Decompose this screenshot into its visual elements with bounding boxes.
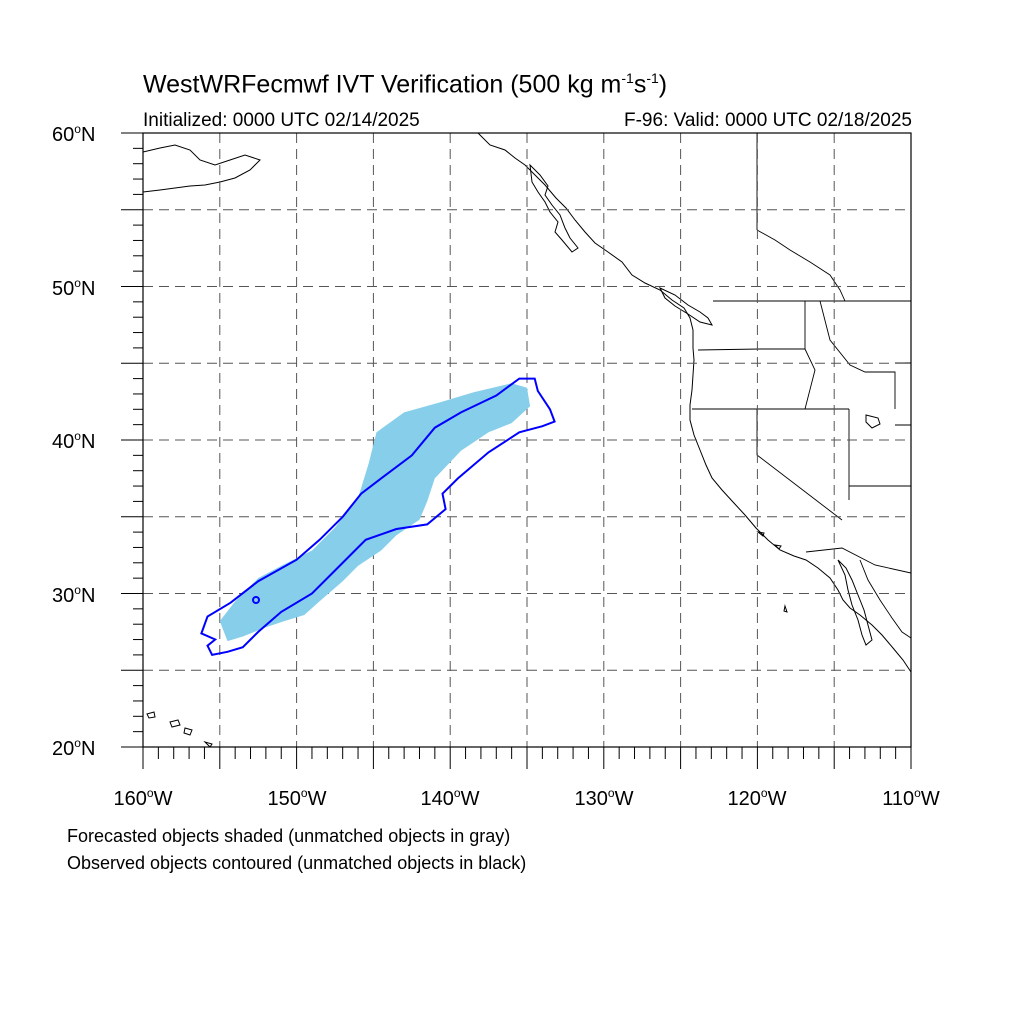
baja-coastline	[837, 559, 873, 646]
lat-label-60: 60oN	[52, 122, 96, 146]
hawaii-islands	[146, 711, 213, 747]
lon-label-130w: 130oW	[574, 786, 634, 810]
lat-label-30: 30oN	[52, 583, 96, 607]
ca-nv-border	[756, 409, 843, 521]
initialized-time: Initialized: 0000 UTC 02/14/2025	[143, 110, 420, 131]
wa-or-border	[697, 301, 806, 351]
valid-time: F-96: Valid: 0000 UTC 02/18/2025	[624, 110, 912, 131]
lat-label-40: 40oN	[52, 429, 96, 453]
mexico-mainland-coast	[859, 559, 911, 639]
lon-label-120w: 120oW	[727, 786, 787, 810]
grid-lines	[143, 133, 911, 747]
great-salt-lake	[865, 414, 881, 429]
panhandle-islands	[529, 163, 579, 253]
north-america-coastline	[477, 133, 911, 673]
lat-label-50: 50oN	[52, 276, 96, 300]
bc-alberta-border	[756, 229, 846, 302]
political-boundaries	[692, 133, 911, 639]
lat-label-20: 20oN	[52, 736, 96, 760]
idaho-border	[804, 300, 896, 410]
forecast-object-shaded	[219, 383, 531, 642]
map-title: WestWRFecmwf IVT Verification (500 kg m-…	[143, 70, 668, 99]
alaska-coastline	[143, 144, 261, 193]
vancouver-island	[658, 286, 714, 326]
legend-note-observed: Observed objects contoured (unmatched ob…	[67, 853, 527, 873]
legend-note-forecast: Forecasted objects shaded (unmatched obj…	[67, 826, 511, 846]
us-mexico-border	[805, 547, 911, 574]
observed-object-contour	[200, 377, 556, 657]
axis-ticks	[121, 132, 912, 769]
guadalupe-island	[783, 604, 788, 613]
channel-islands	[756, 531, 782, 550]
observed-small-contour	[252, 596, 260, 604]
wyoming-border	[895, 362, 911, 426]
lon-label-140w: 140oW	[420, 786, 480, 810]
lon-label-160w: 160oW	[113, 786, 173, 810]
lon-label-150w: 150oW	[267, 786, 327, 810]
lon-label-110w: 110oW	[882, 786, 940, 810]
